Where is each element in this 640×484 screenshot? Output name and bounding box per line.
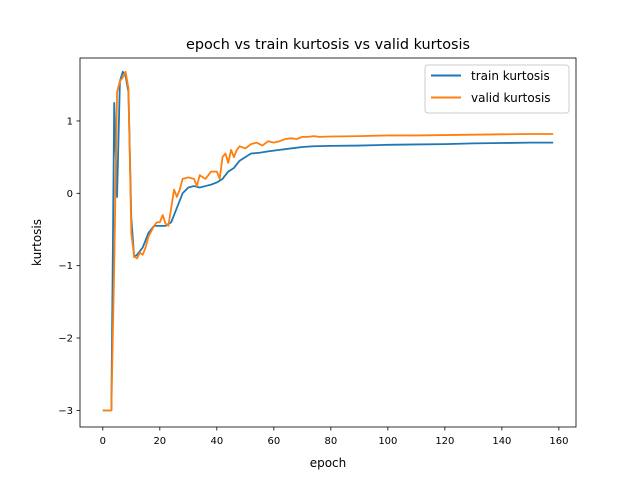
x-axis-ticks: 0 20 40 60 80 100 120 140 160 xyxy=(100,427,568,447)
y-tick-label: −3 xyxy=(58,406,73,417)
x-tick-label: 100 xyxy=(378,436,397,447)
plot-lines xyxy=(102,70,554,412)
y-tick-label: −2 xyxy=(58,334,73,345)
y-tick-label: 1 xyxy=(67,116,73,127)
y-axis-ticks: −3 −2 −1 0 1 xyxy=(58,116,80,417)
y-axis-label: kurtosis xyxy=(30,219,44,266)
legend-label-train-kurtosis: train kurtosis xyxy=(471,69,550,83)
legend-label-valid-kurtosis: valid kurtosis xyxy=(471,91,551,105)
plot-frame xyxy=(79,57,577,428)
x-tick-label: 20 xyxy=(153,436,166,447)
series-line-valid-kurtosis xyxy=(102,70,554,412)
x-tick-label: 80 xyxy=(324,436,337,447)
y-tick-label: −1 xyxy=(58,261,73,272)
legend-box xyxy=(424,64,570,114)
x-tick-label: 160 xyxy=(549,436,568,447)
legend: train kurtosis valid kurtosis xyxy=(424,64,570,114)
x-tick-label: 120 xyxy=(435,436,454,447)
x-tick-label: 140 xyxy=(492,436,511,447)
x-tick-label: 40 xyxy=(210,436,223,447)
chart-title: epoch vs train kurtosis vs valid kurtosi… xyxy=(186,37,470,53)
x-tick-label: 60 xyxy=(267,436,280,447)
y-tick-label: 0 xyxy=(67,189,73,200)
x-tick-label: 0 xyxy=(100,436,106,447)
x-axis-label: epoch xyxy=(310,456,347,470)
